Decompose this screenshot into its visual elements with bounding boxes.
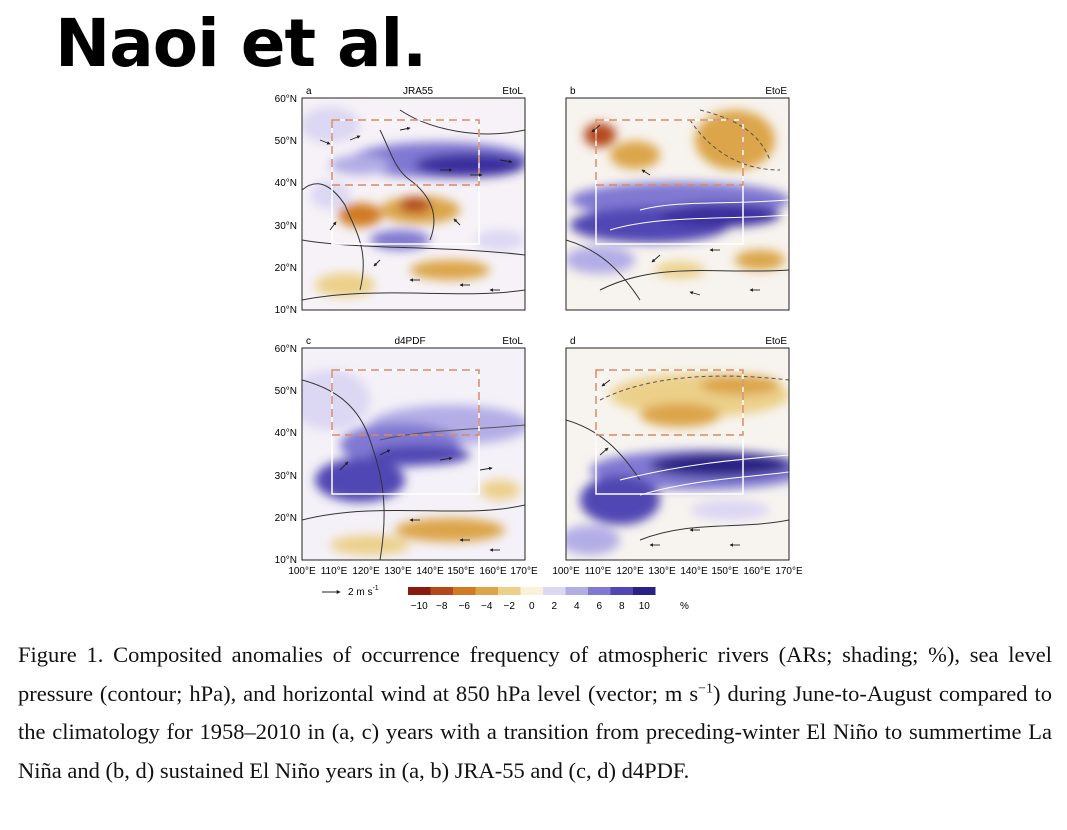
panel-c-case: EtoL xyxy=(502,336,523,347)
caption-text-end: ) during June-to-August compared to the … xyxy=(18,680,1052,783)
colorbar-tick-label: 10 xyxy=(639,601,651,612)
panel-c-letter: c xyxy=(306,336,311,347)
colorbar-swatch xyxy=(453,587,476,595)
lat-label-top-10: 10°N xyxy=(275,305,297,316)
panel-b-map xyxy=(565,97,790,311)
colorbar-tick-label: 8 xyxy=(619,601,625,612)
svg-text:2 m s-1: 2 m s-1 xyxy=(348,585,379,598)
colorbar-tick-label: −6 xyxy=(459,601,471,612)
colorbar-unit: % xyxy=(680,601,689,612)
lon-label-c-130: 130°E xyxy=(384,566,412,577)
panel-d-map xyxy=(565,347,790,561)
lon-label-c-170: 170°E xyxy=(510,566,538,577)
panel-a-dataset: JRA55 xyxy=(403,86,433,97)
lat-label-top-60: 60°N xyxy=(275,94,297,105)
colorbar-tick-label: 6 xyxy=(596,601,602,612)
panel-c-dataset: d4PDF xyxy=(394,336,425,347)
panel-b-case: EtoE xyxy=(765,86,787,97)
caption-text-start: Figure 1. Composited anomalies of occurr… xyxy=(18,642,1052,706)
lon-label-c-120: 120°E xyxy=(352,566,380,577)
lat-label-bottom-30: 30°N xyxy=(275,471,297,482)
colorbar-tick-label: 2 xyxy=(551,601,557,612)
lon-label-d-110: 110°E xyxy=(585,566,612,577)
colorbar-swatch xyxy=(543,587,566,595)
reference-vector: 2 m s-1 xyxy=(322,585,379,598)
colorbar-tick-label: −2 xyxy=(504,601,516,612)
colorbar-swatch xyxy=(520,587,543,595)
colorbar-ticks: −10 −8 −6 −4 −2 0 2 4 6 8 10 xyxy=(411,601,650,612)
lat-label-bottom-50: 50°N xyxy=(275,386,297,397)
colorbar-tick-label: −10 xyxy=(411,601,428,612)
colorbar-swatches xyxy=(408,587,656,595)
lon-label-c-110: 110°E xyxy=(321,566,348,577)
lat-label-bottom-40: 40°N xyxy=(275,428,297,439)
colorbar-tick-label: −4 xyxy=(481,601,493,612)
colorbar-swatch xyxy=(430,587,453,595)
colorbar-tick-label: 0 xyxy=(529,601,535,612)
caption-unit-exponent: −1 xyxy=(698,681,714,696)
colorbar-swatch xyxy=(610,587,633,595)
lon-label-d-170: 170°E xyxy=(775,566,803,577)
panel-a-case: EtoL xyxy=(502,86,523,97)
figure-panels: a JRA55 EtoL b EtoE c d4PDF EtoL d EtoE … xyxy=(275,86,803,612)
lat-label-top-50: 50°N xyxy=(275,136,297,147)
lon-label-d-150: 150°E xyxy=(711,566,739,577)
colorbar-swatch xyxy=(475,587,498,595)
panel-d-letter: d xyxy=(570,336,576,347)
lon-label-d-130: 130°E xyxy=(648,566,676,577)
colorbar-tick-label: 4 xyxy=(574,601,580,612)
author-title: Naoi et al. xyxy=(55,5,427,82)
lat-label-top-30: 30°N xyxy=(275,221,297,232)
colorbar: −10 −8 −6 −4 −2 0 2 4 6 8 10 % xyxy=(408,587,689,612)
lat-label-bottom-60: 60°N xyxy=(275,344,297,355)
lat-label-top-20: 20°N xyxy=(275,263,297,274)
colorbar-swatch xyxy=(565,587,588,595)
colorbar-swatch xyxy=(408,587,431,595)
panel-b-letter: b xyxy=(570,86,576,97)
lon-label-d-140: 140°E xyxy=(680,566,708,577)
panel-c-map xyxy=(301,347,526,561)
panel-a-map xyxy=(301,97,526,311)
lon-label-c-140: 140°E xyxy=(416,566,444,577)
lat-label-top-40: 40°N xyxy=(275,178,297,189)
panel-d-case: EtoE xyxy=(765,336,787,347)
lon-label-d-120: 120°E xyxy=(616,566,644,577)
lat-label-bottom-10: 10°N xyxy=(275,555,297,566)
lon-label-d-160: 160°E xyxy=(743,566,771,577)
figure-caption: Figure 1. Composited anomalies of occurr… xyxy=(18,636,1052,790)
colorbar-swatch xyxy=(588,587,611,595)
reference-vector-label: 2 m s xyxy=(348,587,372,598)
panel-a-letter: a xyxy=(306,86,312,97)
lon-label-c-150: 150°E xyxy=(447,566,475,577)
colorbar-swatch xyxy=(498,587,521,595)
lon-label-c-100: 100°E xyxy=(288,566,316,577)
colorbar-swatch xyxy=(633,587,656,595)
reference-vector-exponent: -1 xyxy=(372,585,378,592)
lat-label-bottom-20: 20°N xyxy=(275,513,297,524)
colorbar-tick-label: −8 xyxy=(436,601,448,612)
lon-label-d-100: 100°E xyxy=(552,566,580,577)
lon-label-c-160: 160°E xyxy=(479,566,507,577)
